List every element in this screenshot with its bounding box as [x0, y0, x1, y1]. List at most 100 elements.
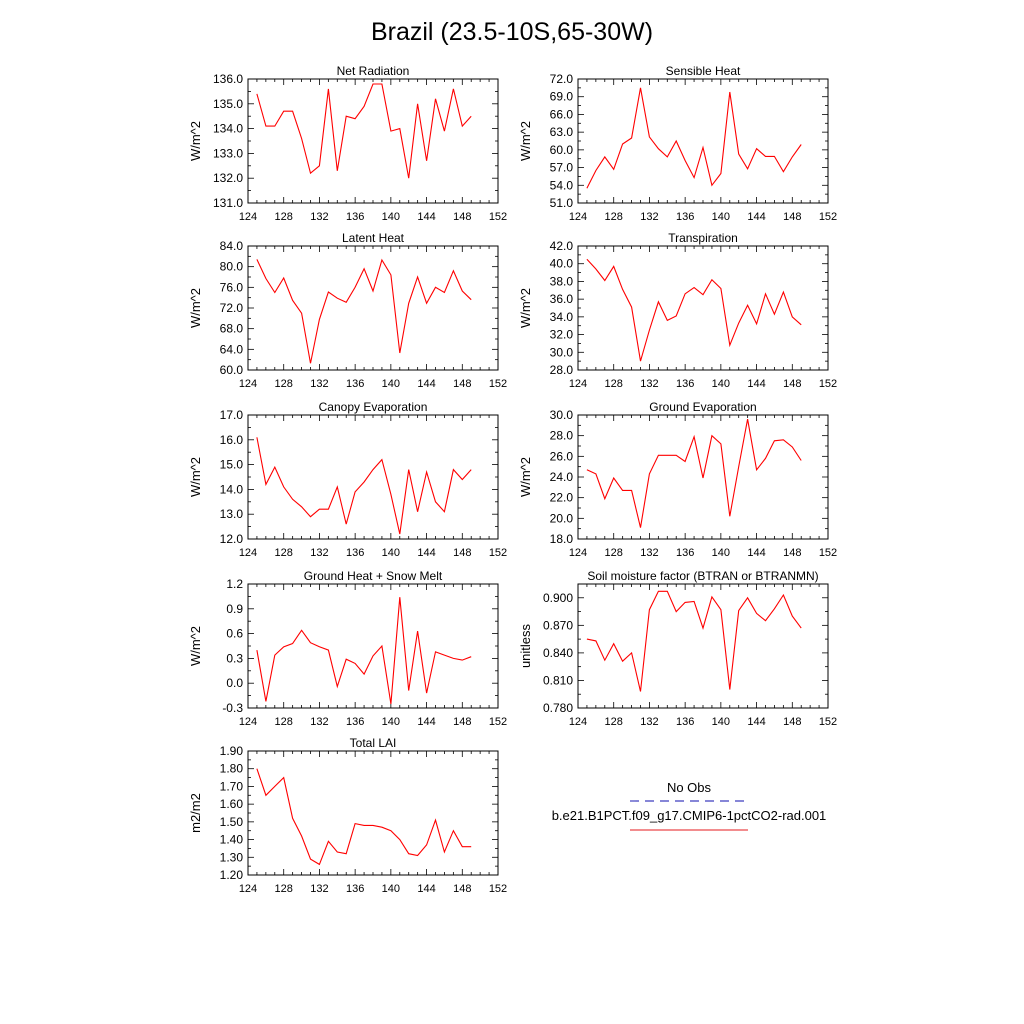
panel-canopy-evaporation: Canopy Evaporation 124 128 132 136 140 144 148 1…	[188, 400, 507, 559]
x-tick-label: 148	[783, 716, 801, 728]
y-tick-label: 72.0	[220, 301, 244, 315]
plot-frame	[247, 750, 499, 876]
series-line	[586, 590, 802, 692]
y-tick-label: 28.0	[550, 429, 574, 443]
x-tick-label: 144	[417, 547, 435, 559]
y-tick-label: 64.0	[220, 342, 244, 356]
x-tick-label: 152	[489, 378, 507, 390]
series-line	[256, 258, 472, 364]
x-tick-label: 144	[747, 716, 765, 728]
y-tick-label: 136.0	[213, 72, 243, 86]
y-tick-label: 63.0	[550, 125, 574, 139]
x-tick-label: 152	[819, 547, 837, 559]
legend-model-label: b.e21.B1PCT.f09_g17.CMIP6-1pctCO2-rad.00…	[552, 808, 827, 823]
x-tick-label: 144	[417, 883, 435, 895]
x-tick-label: 148	[453, 211, 471, 223]
y-tick-label: 51.0	[550, 196, 574, 210]
x-tick-label: 124	[569, 211, 587, 223]
plot-frame	[247, 78, 499, 204]
x-tick-label: 132	[310, 716, 328, 728]
x-tick-label: 132	[640, 716, 658, 728]
plot-frame	[577, 245, 829, 371]
y-tick-label: 38.0	[550, 274, 574, 288]
x-tick-label: 148	[453, 378, 471, 390]
y-axis-label: W/m^2	[518, 288, 533, 328]
y-tick-label: 0.780	[543, 701, 573, 715]
series-line	[256, 768, 472, 866]
x-tick-label: 124	[239, 883, 257, 895]
panel-title: Soil moisture factor (BTRAN or BTRANMN)	[587, 569, 818, 583]
plot-frame	[577, 583, 829, 709]
panel-net-radiation: Net Radiation 124 128 132 136 140 144 148 152 131…	[188, 64, 507, 223]
y-tick-label: 1.50	[220, 815, 244, 829]
x-tick-label: 152	[819, 716, 837, 728]
x-tick-label: 148	[453, 547, 471, 559]
x-tick-label: 136	[676, 547, 694, 559]
x-tick-label: 140	[382, 883, 400, 895]
x-tick-label: 140	[382, 378, 400, 390]
y-tick-label: 1.90	[220, 744, 244, 758]
x-tick-label: 128	[275, 547, 293, 559]
panel-title: Ground Heat + Snow Melt	[304, 569, 443, 583]
y-tick-label: 30.0	[550, 408, 574, 422]
y-tick-label: 13.0	[220, 507, 244, 521]
y-tick-label: 22.0	[550, 491, 574, 505]
x-tick-label: 144	[747, 547, 765, 559]
y-tick-label: 12.0	[220, 532, 244, 546]
y-tick-label: 26.0	[550, 449, 574, 463]
y-axis-label: unitless	[518, 623, 533, 668]
y-tick-label: 20.0	[550, 511, 574, 525]
y-tick-label: 1.20	[220, 868, 244, 882]
y-tick-label: 1.80	[220, 762, 244, 776]
y-tick-label: 28.0	[550, 363, 574, 377]
x-tick-label: 148	[783, 378, 801, 390]
y-tick-label: 80.0	[220, 260, 244, 274]
y-tick-label: 34.0	[550, 310, 574, 324]
x-tick-label: 124	[239, 211, 257, 223]
y-tick-label: -0.3	[222, 701, 243, 715]
x-tick-label: 124	[569, 716, 587, 728]
y-tick-label: 0.870	[543, 618, 573, 632]
x-tick-label: 136	[346, 883, 364, 895]
y-tick-label: 131.0	[213, 196, 243, 210]
y-axis-label: m2/m2	[188, 793, 203, 833]
y-tick-label: 57.0	[550, 161, 574, 175]
panel-title: Canopy Evaporation	[319, 400, 428, 414]
y-tick-label: 0.3	[226, 651, 243, 665]
x-tick-label: 140	[712, 211, 730, 223]
plot-frame	[577, 78, 829, 204]
panel-title: Latent Heat	[342, 231, 405, 245]
x-tick-label: 148	[783, 547, 801, 559]
x-tick-label: 152	[489, 716, 507, 728]
panel-ground-heat-snow-melt: Ground Heat + Snow Melt 124 128 132 136 140 14…	[188, 569, 507, 728]
y-tick-label: 32.0	[550, 328, 574, 342]
y-tick-label: 1.40	[220, 833, 244, 847]
x-tick-label: 124	[239, 378, 257, 390]
y-tick-label: 68.0	[220, 322, 244, 336]
x-tick-label: 132	[640, 211, 658, 223]
panel-total-lai: Total LAI 124 128 132 136 140 144 148 152 1.20 1.3…	[188, 736, 507, 895]
series-line	[256, 597, 472, 704]
x-tick-label: 128	[275, 716, 293, 728]
panel-ground-evaporation: Ground Evaporation 124 128 132 136 140 144 148 1…	[518, 400, 837, 559]
x-tick-label: 144	[417, 211, 435, 223]
panel-title: Sensible Heat	[666, 64, 741, 78]
x-tick-label: 140	[712, 716, 730, 728]
y-tick-label: 15.0	[220, 458, 244, 472]
x-tick-label: 136	[676, 378, 694, 390]
x-tick-label: 152	[819, 211, 837, 223]
y-tick-label: 0.900	[543, 591, 573, 605]
x-tick-label: 124	[239, 716, 257, 728]
x-tick-label: 124	[569, 378, 587, 390]
panel-title: Total LAI	[350, 736, 397, 750]
x-tick-label: 136	[346, 211, 364, 223]
panels: Net Radiation 124 128 132 136 140 144 148 152 131…	[188, 64, 837, 895]
y-tick-label: 14.0	[220, 482, 244, 496]
x-tick-label: 144	[747, 378, 765, 390]
figure-title: Brazil (23.5-10S,65-30W)	[371, 18, 653, 46]
y-axis-label: W/m^2	[188, 121, 203, 161]
x-tick-label: 128	[275, 211, 293, 223]
y-axis-label: W/m^2	[518, 121, 533, 161]
legend: No Obs b.e21.B1PCT.f09_g17.CMIP6-1pctCO2…	[552, 780, 827, 831]
